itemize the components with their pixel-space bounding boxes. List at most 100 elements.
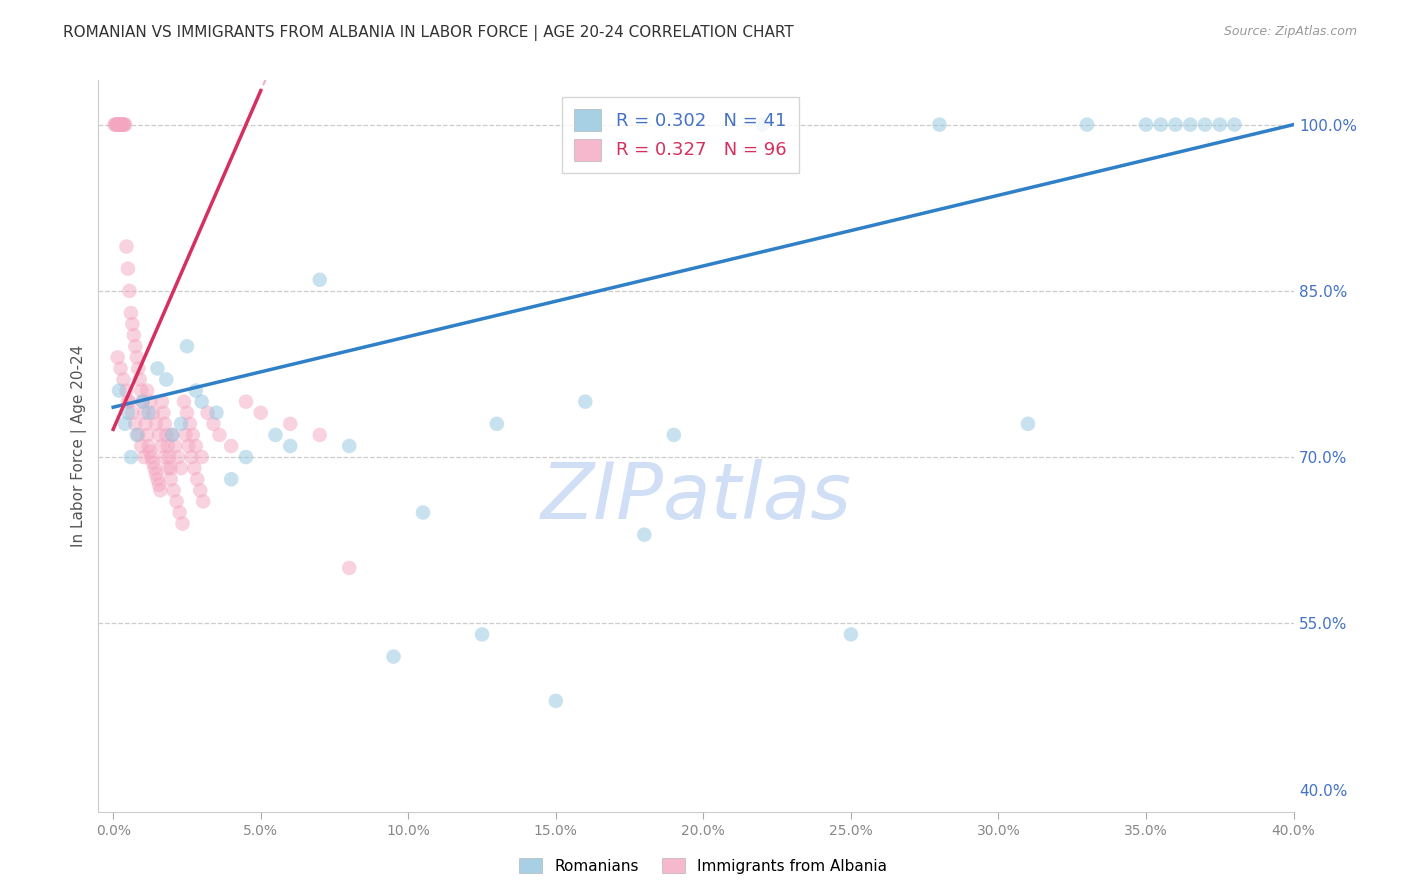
Point	[208, 428, 231, 442]
Point	[190, 394, 212, 409]
Legend: R = 0.302   N = 41, R = 0.327   N = 96: R = 0.302 N = 41, R = 0.327 N = 96	[561, 96, 799, 173]
Point	[278, 417, 301, 431]
Point	[111, 118, 134, 132]
Point	[120, 306, 142, 320]
Point	[219, 439, 242, 453]
Point	[134, 450, 156, 464]
Point	[152, 406, 174, 420]
Point	[308, 273, 330, 287]
Point	[544, 694, 567, 708]
Point	[149, 483, 172, 498]
Point	[485, 417, 508, 431]
Point	[131, 394, 153, 409]
Point	[574, 394, 596, 409]
Point	[128, 372, 150, 386]
Point	[135, 417, 157, 431]
Point	[662, 428, 685, 442]
Point	[104, 118, 127, 132]
Point	[110, 118, 132, 132]
Point	[188, 483, 211, 498]
Point	[110, 361, 132, 376]
Point	[165, 439, 187, 453]
Text: ZIPatlas: ZIPatlas	[540, 459, 852, 535]
Point	[167, 450, 190, 464]
Point	[176, 339, 198, 353]
Point	[174, 428, 197, 442]
Point	[180, 450, 202, 464]
Point	[111, 118, 134, 132]
Point	[143, 461, 166, 475]
Point	[122, 328, 145, 343]
Point	[136, 384, 159, 398]
Point	[235, 394, 257, 409]
Point	[107, 118, 129, 132]
Point	[1223, 118, 1246, 132]
Point	[183, 461, 205, 475]
Point	[412, 506, 434, 520]
Point	[127, 361, 149, 376]
Point	[138, 439, 160, 453]
Point	[1164, 118, 1187, 132]
Point	[160, 428, 183, 442]
Point	[114, 417, 136, 431]
Point	[337, 561, 360, 575]
Point	[145, 417, 167, 431]
Point	[1017, 417, 1039, 431]
Point	[136, 428, 159, 442]
Point	[839, 627, 862, 641]
Point	[169, 506, 191, 520]
Point	[382, 649, 405, 664]
Point	[129, 439, 152, 453]
Point	[186, 472, 208, 486]
Point	[141, 450, 163, 464]
Legend: Romanians, Immigrants from Albania: Romanians, Immigrants from Albania	[513, 852, 893, 880]
Point	[249, 406, 271, 420]
Point	[115, 384, 138, 398]
Point	[173, 394, 195, 409]
Text: Source: ZipAtlas.com: Source: ZipAtlas.com	[1223, 25, 1357, 38]
Point	[153, 417, 176, 431]
Point	[124, 417, 146, 431]
Point	[205, 406, 228, 420]
Point	[142, 456, 165, 470]
Point	[118, 394, 141, 409]
Point	[121, 406, 143, 420]
Point	[1180, 118, 1202, 132]
Point	[125, 428, 148, 442]
Point	[145, 467, 167, 481]
Point	[127, 428, 149, 442]
Point	[633, 527, 655, 541]
Point	[184, 384, 207, 398]
Point	[114, 118, 136, 132]
Point	[139, 444, 162, 458]
Point	[235, 450, 257, 464]
Point	[166, 494, 188, 508]
Point	[107, 118, 129, 132]
Point	[117, 406, 139, 420]
Point	[170, 461, 193, 475]
Point	[159, 461, 181, 475]
Point	[150, 439, 173, 453]
Point	[179, 417, 201, 431]
Point	[129, 384, 152, 398]
Point	[181, 428, 204, 442]
Point	[120, 450, 142, 464]
Point	[153, 450, 176, 464]
Point	[197, 406, 219, 420]
Point	[193, 494, 215, 508]
Point	[1209, 118, 1232, 132]
Point	[112, 118, 135, 132]
Point	[471, 627, 494, 641]
Point	[146, 361, 169, 376]
Point	[104, 118, 127, 132]
Point	[172, 516, 194, 531]
Point	[112, 118, 135, 132]
Point	[1135, 118, 1157, 132]
Point	[184, 439, 207, 453]
Point	[155, 428, 177, 442]
Point	[138, 406, 160, 420]
Point	[110, 118, 132, 132]
Point	[108, 118, 131, 132]
Point	[125, 351, 148, 365]
Text: ROMANIAN VS IMMIGRANTS FROM ALBANIA IN LABOR FORCE | AGE 20-24 CORRELATION CHART: ROMANIAN VS IMMIGRANTS FROM ALBANIA IN L…	[63, 25, 794, 41]
